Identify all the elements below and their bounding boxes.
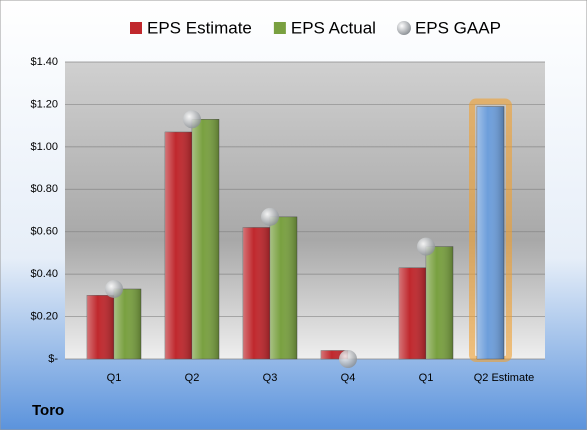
caption: Toro — [32, 402, 64, 419]
plot-area — [65, 62, 545, 359]
bar-shine — [243, 227, 270, 359]
legend-label: EPS Estimate — [147, 18, 252, 37]
y-tick-label: $0.80 — [30, 183, 58, 195]
y-tick-label: $1.00 — [30, 141, 58, 153]
y-tick-label: $0.40 — [30, 268, 58, 280]
gaap-marker — [105, 279, 123, 298]
legend-marker — [130, 22, 142, 34]
gaap-marker — [417, 237, 435, 256]
bar-shine — [426, 246, 453, 359]
x-tick-label: Q1 — [107, 372, 122, 384]
gaap-marker — [183, 110, 201, 129]
y-tick-label: $1.40 — [30, 56, 58, 68]
legend-marker — [273, 22, 286, 34]
bar-shine — [165, 132, 192, 359]
y-tick-label: $0.60 — [30, 226, 58, 238]
bar-shine — [321, 350, 348, 359]
bar-shine — [270, 216, 297, 359]
x-tick-label: Q4 — [341, 372, 356, 384]
x-tick-label: Q2 — [185, 372, 200, 384]
legend-label: EPS Actual — [291, 18, 376, 37]
y-tick-label: $1.20 — [30, 98, 58, 110]
y-tick-label: $- — [48, 353, 58, 365]
bar-shine — [477, 106, 504, 359]
x-tick-label: Q2 Estimate — [474, 372, 535, 384]
x-tick-label: Q1 — [419, 372, 434, 384]
bar-shine — [192, 119, 219, 360]
bar-shine — [114, 288, 141, 359]
legend-marker — [396, 21, 411, 35]
gaap-marker — [339, 350, 357, 368]
bar-shine — [399, 267, 426, 359]
x-tick-label: Q3 — [263, 372, 278, 384]
legend-label: EPS GAAP — [415, 18, 501, 37]
y-tick-label: $0.20 — [30, 310, 58, 322]
bar-shine — [87, 295, 114, 359]
gaap-marker — [261, 207, 279, 226]
